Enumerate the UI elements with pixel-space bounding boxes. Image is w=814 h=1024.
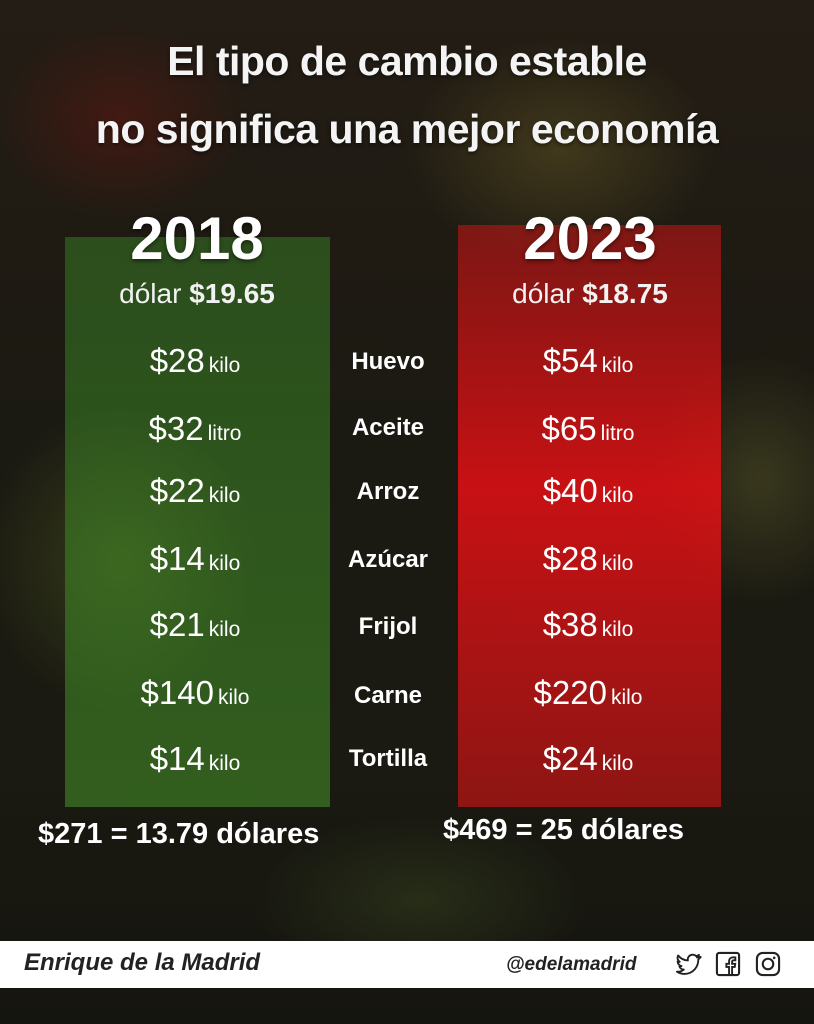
price-2023-tortilla: $24 kilo [542,740,634,777]
dollar-value-2018: $19.65 [189,278,275,309]
total-2023: $469 = 25 dólares [443,814,685,846]
price-2023-huevo: $54 kilo [542,342,634,379]
price-2018-arroz: $22 kilo [149,472,241,509]
price-2018-huevo: $28 kilo [149,342,241,379]
price-2018-carne: $140 kilo [140,674,250,711]
twitter-icon[interactable] [674,950,702,978]
item-frijol: Frijol [358,613,418,640]
item-arroz: Arroz [356,478,420,505]
dollar-rate-2023: dólar $18.75 [440,278,740,310]
item-carne: Carne [353,682,423,709]
item-tortilla: Tortilla [348,745,428,772]
price-2018-azucar: $14 kilo [149,540,241,577]
item-huevo: Huevo [351,348,425,375]
price-2018-frijol: $21 kilo [149,606,241,643]
year-2023-heading: 2023 [523,205,657,272]
price-2023-frijol: $38 kilo [542,606,634,643]
brand-name: Enrique de la Madrid [24,949,261,976]
column-2018-background [65,237,330,807]
price-2023-arroz: $40 kilo [542,472,634,509]
total-2018: $271 = 13.79 dólares [38,818,320,850]
year-2018-heading: 2018 [130,205,264,272]
footer-bar: Enrique de la Madrid @edelamadrid [0,941,814,988]
price-2023-aceite: $65 litro [541,410,635,447]
item-aceite: Aceite [351,414,425,441]
social-handle: @edelamadrid [506,954,637,975]
title-line-1: El tipo de cambio estable [167,38,647,84]
dollar-value-2023: $18.75 [582,278,668,309]
price-2023-carne: $220 kilo [533,674,643,711]
facebook-icon[interactable] [714,950,742,978]
dollar-label-2018: dólar [119,278,182,309]
dollar-label-2023: dólar [512,278,575,309]
title-line-2: no significa una mejor economía [95,106,719,152]
price-2023-azucar: $28 kilo [542,540,634,577]
price-2018-aceite: $32 litro [148,410,242,447]
instagram-icon[interactable] [754,950,782,978]
price-2018-tortilla: $14 kilo [149,740,241,777]
dollar-rate-2018: dólar $19.65 [47,278,347,310]
item-azucar: Azúcar [347,546,429,573]
column-2023-background [458,225,721,807]
